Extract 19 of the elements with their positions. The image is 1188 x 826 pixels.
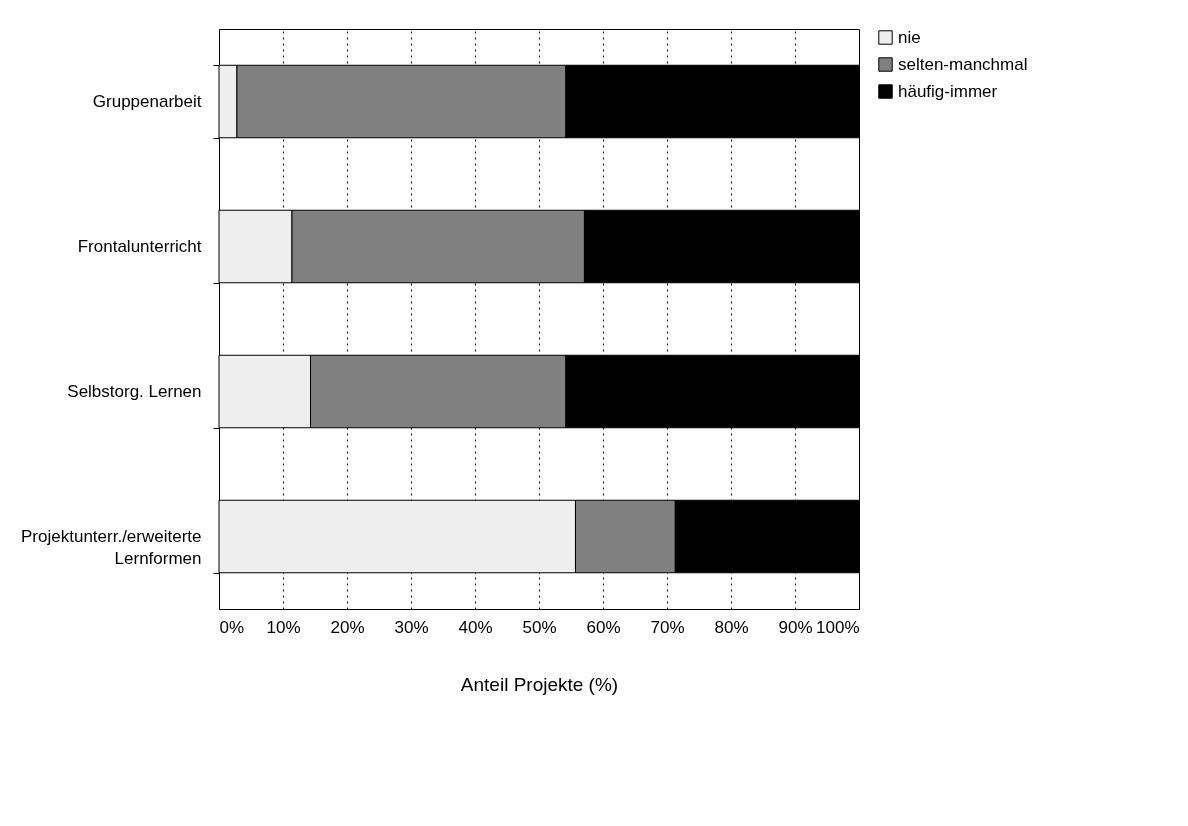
x-tick-label: 70% [650, 617, 685, 637]
x-tick-label: 80% [714, 617, 749, 637]
x-axis-title: Anteil Projekte (%) [460, 673, 619, 695]
x-tick-label: 10% [266, 617, 301, 637]
legend-label: nie [898, 27, 921, 47]
x-tick-label: 30% [394, 617, 429, 637]
x-tick-label: 0% [219, 617, 245, 637]
y-tick-label: Projektunterr./erweiterte Lernformen [21, 527, 202, 568]
x-tick-label: 50% [522, 617, 557, 637]
x-tick-label: 40% [458, 617, 493, 637]
y-tick-label: Selbstorg. Lernen [67, 382, 202, 401]
legend-label: selten-manchmal [898, 54, 1028, 74]
y-tick-label: Gruppenarbeit [92, 92, 202, 111]
x-tick-label: 20% [330, 617, 365, 637]
x-tick-label: 60% [586, 617, 621, 637]
x-tick-label: 90% [778, 617, 813, 637]
x-tick-label: 100% [816, 617, 860, 637]
legend-label: häufig-immer [898, 81, 998, 101]
y-tick-label: Frontalunterricht [77, 237, 202, 256]
